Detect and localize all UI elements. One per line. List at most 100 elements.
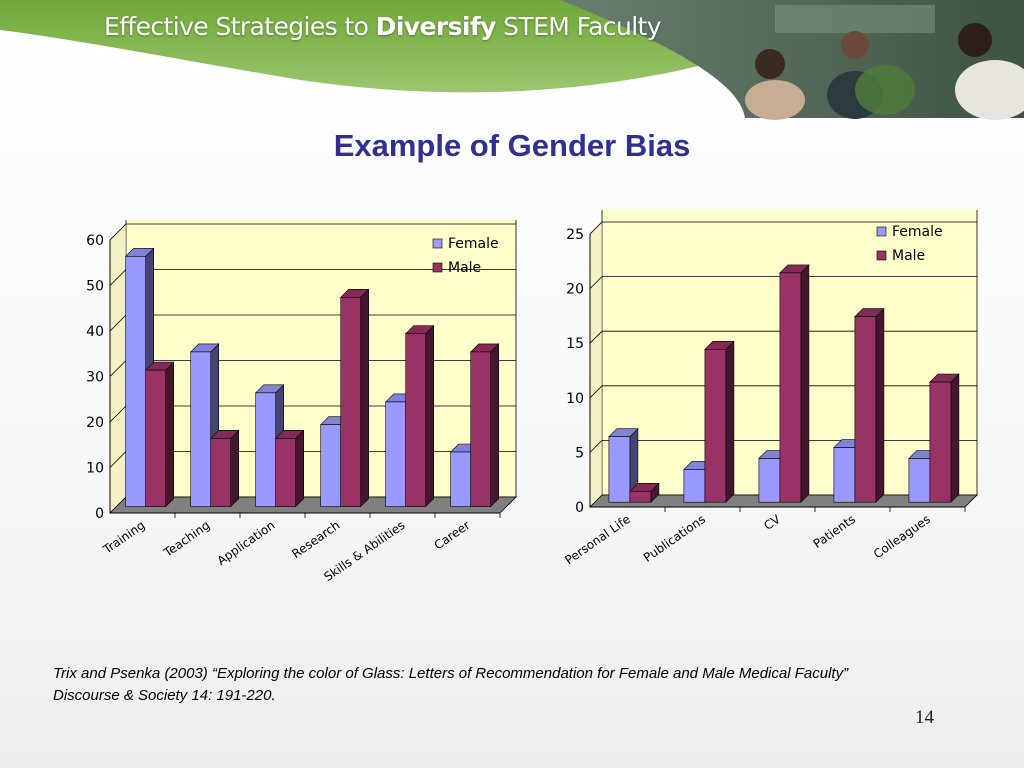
bar-male bbox=[854, 307, 885, 503]
legend-label-female: Female bbox=[448, 236, 499, 252]
bar-side bbox=[165, 361, 174, 508]
bar-side bbox=[875, 307, 885, 503]
legend-swatch-female bbox=[876, 226, 887, 237]
bar-male bbox=[704, 340, 735, 503]
bar-front bbox=[758, 458, 781, 503]
bar-male bbox=[404, 324, 435, 508]
page-number: 14 bbox=[915, 707, 934, 728]
chart-right-svg: 0 5 10 15 20 25 Personal Life Publications CV Pat… bbox=[562, 203, 978, 567]
legend-swatch-female bbox=[432, 238, 443, 249]
bar-front bbox=[683, 469, 706, 503]
bar-front bbox=[450, 451, 472, 507]
bar-male bbox=[144, 361, 175, 508]
bar-side bbox=[490, 343, 500, 508]
x-tick-label: Teaching bbox=[160, 518, 212, 560]
bar-front bbox=[833, 447, 856, 503]
bar-male bbox=[339, 288, 370, 508]
bar-front bbox=[145, 369, 166, 507]
bar-front bbox=[929, 381, 952, 503]
gridline bbox=[589, 276, 977, 289]
y-tick-label: 0 bbox=[575, 500, 584, 516]
bar-front bbox=[779, 272, 802, 503]
bar-male bbox=[209, 429, 240, 508]
banner-title: Effective Strategies to Diversify STEM F… bbox=[104, 12, 662, 41]
banner-graphic bbox=[0, 0, 1024, 120]
bar-side bbox=[800, 264, 810, 503]
y-tick-label: 10 bbox=[86, 461, 104, 477]
bar-male bbox=[274, 429, 305, 508]
x-tick-label: Research bbox=[289, 518, 342, 561]
bar-front bbox=[470, 351, 492, 507]
x-tick-label: Training bbox=[100, 518, 148, 557]
gridline bbox=[589, 221, 977, 235]
x-tick-label: Colleagues bbox=[871, 512, 933, 561]
bar-front bbox=[629, 490, 652, 503]
chart-right: 0 5 10 15 20 25 Personal Life Publications CV Pat… bbox=[545, 203, 1015, 595]
bar-female bbox=[124, 247, 155, 508]
y-tick-label: 50 bbox=[86, 279, 104, 295]
bar-front bbox=[405, 333, 427, 507]
bar-front bbox=[210, 438, 231, 507]
gridline bbox=[589, 330, 977, 344]
gridline bbox=[589, 385, 977, 399]
x-tick-label: Publications bbox=[641, 512, 708, 565]
bar-male bbox=[929, 373, 960, 503]
y-tick-label: 25 bbox=[566, 227, 584, 243]
bar-side bbox=[360, 288, 370, 508]
photo-student-1 bbox=[745, 80, 805, 120]
chart-left-svg: 0 10 20 30 40 50 60 Training Teaching Application… bbox=[86, 205, 517, 584]
x-tick-label: Career bbox=[432, 518, 473, 553]
y-tick-label: 20 bbox=[86, 415, 104, 431]
legend-label-male: Male bbox=[448, 260, 481, 276]
legend: Female Male bbox=[876, 224, 943, 264]
gridline bbox=[109, 223, 516, 241]
bar-front bbox=[385, 401, 407, 507]
plot-left-wall bbox=[589, 221, 603, 508]
y-tick-label: 5 bbox=[575, 445, 584, 461]
bar-front bbox=[908, 458, 931, 503]
y-tick-label: 60 bbox=[86, 233, 104, 249]
y-tick-label: 20 bbox=[566, 282, 584, 298]
bar-side bbox=[725, 340, 735, 503]
legend-label-male: Male bbox=[892, 248, 925, 264]
x-tick-label: Personal Life bbox=[562, 512, 633, 567]
y-tick-label: 15 bbox=[566, 336, 584, 352]
photo-student-3-head bbox=[958, 23, 992, 57]
x-tick-label: Patients bbox=[811, 512, 858, 551]
header-banner: Effective Strategies to Diversify STEM F… bbox=[0, 0, 1024, 120]
x-tick-label: CV bbox=[761, 512, 783, 533]
x-tick-label: Application bbox=[215, 518, 278, 568]
bar-front bbox=[125, 256, 146, 507]
slide-title: Example of Gender Bias bbox=[333, 128, 691, 163]
y-tick-label: 30 bbox=[86, 370, 104, 386]
bar-male bbox=[469, 343, 500, 508]
bar-side bbox=[230, 429, 239, 508]
y-tick-label: 40 bbox=[86, 324, 104, 340]
bar-front bbox=[608, 436, 631, 503]
bar-male bbox=[779, 264, 810, 503]
bar-front bbox=[275, 438, 296, 507]
legend-swatch-male bbox=[876, 250, 887, 261]
bar-male bbox=[629, 482, 660, 503]
legend: Female Male bbox=[432, 236, 499, 276]
photo-chalkboard bbox=[775, 5, 935, 33]
bar-side bbox=[295, 429, 304, 508]
chart-left: 0 10 20 30 40 50 60 Training Teaching Application… bbox=[55, 205, 535, 625]
bar-front bbox=[320, 424, 342, 507]
bar-front bbox=[704, 349, 727, 503]
citation: Trix and Psenka (2003) “Exploring the co… bbox=[53, 663, 993, 707]
photo-plant bbox=[855, 65, 915, 115]
bar-front bbox=[255, 392, 276, 507]
bar-front bbox=[340, 297, 362, 507]
bar-front bbox=[854, 316, 877, 503]
y-tick-label: 10 bbox=[566, 391, 584, 407]
y-tick-label: 0 bbox=[95, 506, 104, 522]
citation-line-1: Trix and Psenka (2003) “Exploring the co… bbox=[53, 665, 849, 682]
citation-line-2: Discourse & Society 14: 191-220. bbox=[53, 687, 276, 704]
legend-swatch-male bbox=[432, 262, 443, 273]
bar-side bbox=[425, 324, 435, 508]
legend-label-female: Female bbox=[892, 224, 943, 240]
photo-student-2-head bbox=[841, 31, 869, 59]
photo-student-3 bbox=[955, 60, 1024, 120]
photo-student-1-head bbox=[755, 49, 785, 79]
